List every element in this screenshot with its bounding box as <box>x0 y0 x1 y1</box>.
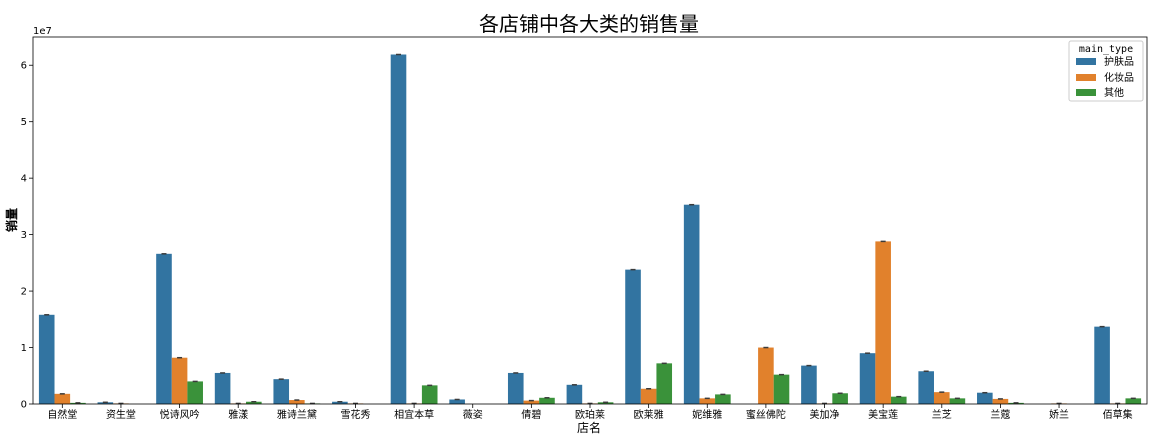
plot-area: 0 1 2 3 4 5 6 自然堂 资生堂 悦诗风吟 雅漾 雅诗兰黛 雪花秀 相宜本草 薇姿 倩碧 欧珀莱 欧莱雅… <box>21 36 1148 421</box>
bar <box>875 241 891 404</box>
bar <box>758 347 774 404</box>
y-axis-label: 销量 <box>4 208 19 232</box>
x-tick-label: 雅漾 <box>228 408 248 421</box>
y-offset-label: 1e7 <box>33 26 52 37</box>
axes-frame <box>32 36 1148 405</box>
bar <box>890 396 907 404</box>
bar <box>699 398 716 404</box>
legend: main_type 护肤品 化妆品 其他 <box>1068 40 1144 102</box>
bar <box>640 388 657 404</box>
bar <box>156 253 172 404</box>
bar <box>273 379 290 404</box>
x-axis-label: 店名 <box>577 420 601 435</box>
x-tick-label: 兰蔻 <box>990 408 1010 421</box>
bar <box>977 392 993 404</box>
legend-title: main_type <box>1079 44 1133 55</box>
bar <box>246 401 262 404</box>
x-tick-label: 雪花秀 <box>340 408 370 421</box>
bar <box>656 363 673 404</box>
bar <box>1125 398 1142 404</box>
bar <box>773 374 790 404</box>
legend-swatch-other <box>1076 89 1096 96</box>
bar <box>1094 326 1110 404</box>
bar <box>683 204 700 404</box>
bar <box>539 397 555 404</box>
legend-label-skincare: 护肤品 <box>1104 55 1134 68</box>
bar <box>97 402 114 404</box>
bar <box>918 371 934 404</box>
y-tick-label: 3 <box>21 230 27 241</box>
bar <box>390 54 407 404</box>
bar <box>54 393 71 404</box>
x-tick-label: 悦诗风吟 <box>160 408 200 421</box>
bar <box>933 392 950 404</box>
bar <box>832 393 848 404</box>
x-tick-label: 雅诗兰黛 <box>277 408 317 421</box>
bar <box>38 314 55 404</box>
bar <box>597 402 614 404</box>
bar <box>421 385 438 404</box>
bar <box>289 400 305 404</box>
x-tick-label: 薇姿 <box>463 408 483 421</box>
bar <box>566 384 583 404</box>
x-tick-label: 兰芝 <box>932 408 952 421</box>
y-tick-label: 6 <box>21 61 27 72</box>
x-tick-label: 倩碧 <box>521 408 541 421</box>
bar <box>187 381 203 404</box>
y-tick-label: 2 <box>21 287 27 298</box>
chart-title: 各店铺中各大类的销售量 <box>479 12 699 36</box>
legend-swatch-skincare <box>1076 58 1096 65</box>
y-tick-label: 0 <box>21 400 27 411</box>
bar <box>214 372 231 404</box>
bar <box>949 398 966 404</box>
bar <box>449 399 465 404</box>
x-tick-label: 欧珀莱 <box>575 408 605 421</box>
x-tick-label: 欧莱雅 <box>634 408 664 421</box>
legend-label-makeup: 化妆品 <box>1104 71 1134 84</box>
y-tick-label: 1 <box>21 343 27 354</box>
bar <box>801 365 817 404</box>
x-tick-label: 美宝莲 <box>868 408 898 421</box>
x-tick-label: 娇兰 <box>1049 408 1069 421</box>
legend-swatch-makeup <box>1076 74 1096 81</box>
legend-label-other: 其他 <box>1104 86 1124 99</box>
x-tick-label: 妮维雅 <box>692 408 722 421</box>
y-tick-label: 4 <box>21 174 27 185</box>
bar <box>332 401 348 404</box>
x-tick-label: 相宜本草 <box>394 408 434 421</box>
bar <box>625 269 641 404</box>
legend-box <box>1068 40 1144 102</box>
x-tick-label: 资生堂 <box>106 408 136 421</box>
x-tick-label: 蜜丝佛陀 <box>746 408 786 421</box>
bar <box>171 357 188 404</box>
x-tick-label: 自然堂 <box>47 408 77 421</box>
bar <box>992 398 1009 404</box>
bar <box>523 400 540 404</box>
bar <box>507 372 524 404</box>
x-tick-label: 美加净 <box>810 408 840 421</box>
y-tick-label: 5 <box>21 117 27 128</box>
bar <box>715 394 731 404</box>
bar <box>859 353 876 404</box>
x-tick-label: 佰草集 <box>1103 408 1133 421</box>
